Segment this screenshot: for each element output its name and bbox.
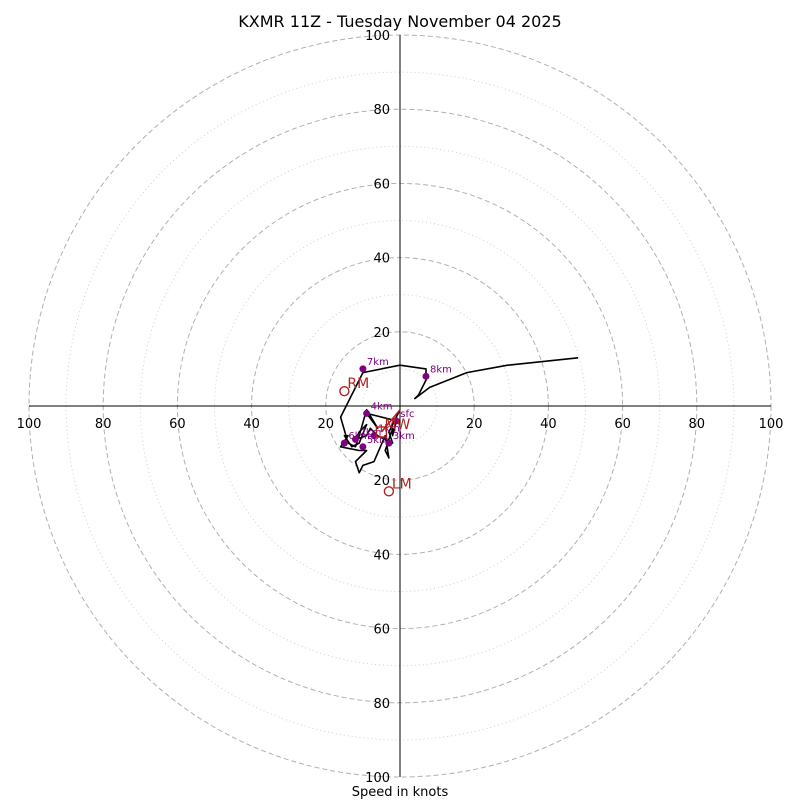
tick-label-left: 100 xyxy=(17,417,42,432)
tick-label-right: 60 xyxy=(614,417,631,432)
x-axis-label: Speed in knots xyxy=(352,785,449,800)
tick-label-top: 80 xyxy=(373,103,390,118)
storm-motion-marker xyxy=(339,385,350,397)
tick-label-left: 40 xyxy=(243,417,260,432)
tick-label-right: 40 xyxy=(540,417,557,432)
height-marker-point xyxy=(385,439,393,447)
shear-vector-line xyxy=(380,409,401,433)
height-marker-point xyxy=(422,372,430,380)
height-marker-label: 4km xyxy=(371,401,393,412)
height-marker-point xyxy=(392,417,400,425)
tick-label-right: 80 xyxy=(689,417,706,432)
tick-label-top: 20 xyxy=(373,326,390,341)
height-marker-label: 7km xyxy=(367,357,389,368)
tick-label-bottom: 60 xyxy=(373,623,390,638)
height-marker-label: 6km xyxy=(348,431,370,442)
tick-label-top: 40 xyxy=(373,252,390,267)
height-marker-label: 3km xyxy=(393,431,415,442)
tick-label-bottom: 40 xyxy=(373,548,390,563)
tick-label-right: 20 xyxy=(466,417,483,432)
wind-profile xyxy=(339,357,579,474)
tick-label-left: 60 xyxy=(169,417,186,432)
storm-motion-label: RM xyxy=(347,376,369,392)
height-marker-label: 2km xyxy=(359,427,381,438)
storm-motion-label: LM xyxy=(392,476,412,492)
storm-motion-label: MW xyxy=(384,417,410,433)
tick-label-top: 100 xyxy=(365,29,390,44)
height-marker-label: sfc xyxy=(400,409,414,420)
height-marker-point xyxy=(363,409,371,417)
chart-title: KXMR 11Z - Tuesday November 04 2025 xyxy=(238,12,561,31)
series-line xyxy=(339,357,579,474)
mean-wind-marker xyxy=(375,426,388,438)
tick-labels: 20 40 60 80 100 100 80 60 40 20 100 80 60 40 20 20 40 60 8… xyxy=(17,29,784,786)
height-marker-label: 8km xyxy=(430,364,452,375)
height-marker-point xyxy=(359,365,367,373)
tick-label-right: 100 xyxy=(759,417,784,432)
axes xyxy=(29,35,771,777)
tick-label-top: 60 xyxy=(373,177,390,192)
height-marker-point xyxy=(351,435,359,443)
height-marker-label: 1km xyxy=(378,424,400,435)
tick-label-bottom: 20 xyxy=(373,474,390,489)
tick-label-bottom: 100 xyxy=(365,771,390,786)
height-marker-point xyxy=(359,443,367,451)
height-marker-point xyxy=(340,439,348,447)
tick-label-left: 80 xyxy=(95,417,112,432)
height-marker-label: 5km xyxy=(367,435,389,446)
tick-label-bottom: 80 xyxy=(373,697,390,712)
storm-motion-marker xyxy=(383,486,395,497)
tick-label-left: 20 xyxy=(318,417,335,432)
storm-motion: RM LM MW xyxy=(339,376,412,497)
